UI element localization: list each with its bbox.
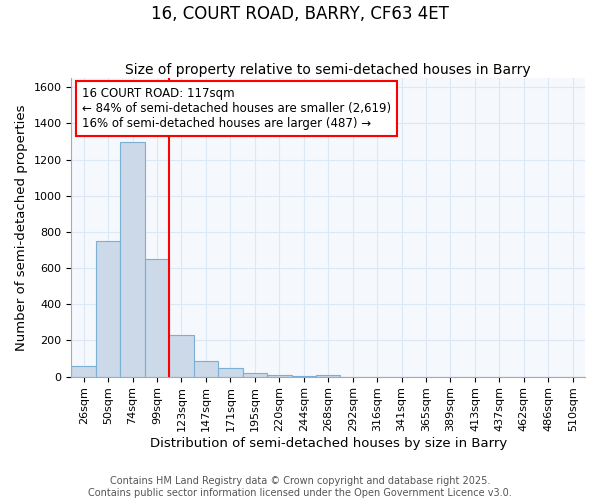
- Bar: [267, 375, 292, 376]
- X-axis label: Distribution of semi-detached houses by size in Barry: Distribution of semi-detached houses by …: [149, 437, 507, 450]
- Bar: [121, 142, 145, 376]
- Title: Size of property relative to semi-detached houses in Barry: Size of property relative to semi-detach…: [125, 63, 531, 77]
- Y-axis label: Number of semi-detached properties: Number of semi-detached properties: [15, 104, 28, 350]
- Text: 16 COURT ROAD: 117sqm
← 84% of semi-detached houses are smaller (2,619)
16% of s: 16 COURT ROAD: 117sqm ← 84% of semi-deta…: [82, 87, 391, 130]
- Text: 16, COURT ROAD, BARRY, CF63 4ET: 16, COURT ROAD, BARRY, CF63 4ET: [151, 5, 449, 23]
- Bar: [316, 375, 340, 376]
- Bar: [71, 366, 96, 376]
- Bar: [169, 335, 194, 376]
- Bar: [242, 373, 267, 376]
- Bar: [218, 368, 242, 376]
- Bar: [96, 241, 121, 376]
- Bar: [194, 361, 218, 376]
- Text: Contains HM Land Registry data © Crown copyright and database right 2025.
Contai: Contains HM Land Registry data © Crown c…: [88, 476, 512, 498]
- Bar: [145, 259, 169, 376]
